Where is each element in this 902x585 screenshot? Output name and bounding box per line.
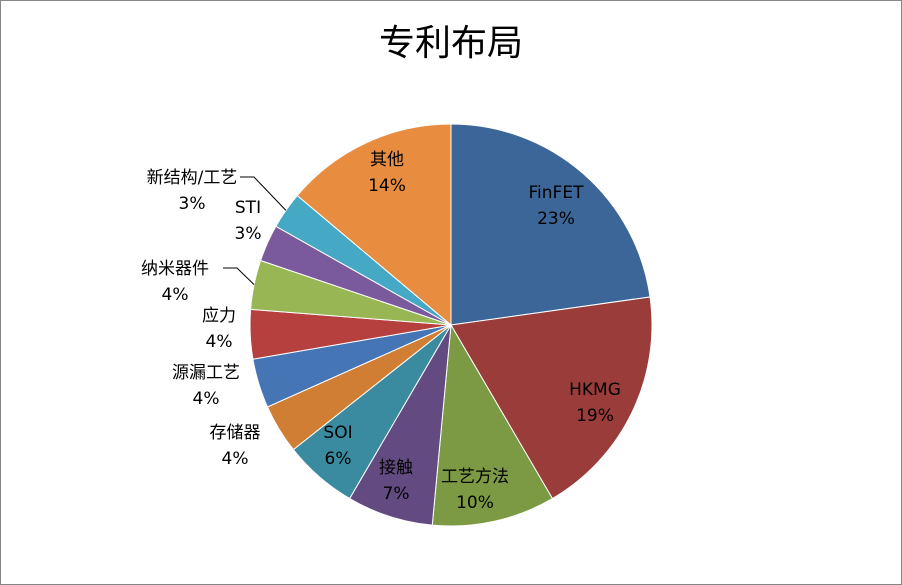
slice-label-name: 源漏工艺 [172, 363, 240, 383]
slice-label-percent: 3% [235, 224, 262, 244]
slice-label-percent: 10% [456, 493, 494, 513]
slice-label-percent: 7% [383, 484, 410, 504]
slice-label-name: SOI [323, 423, 352, 443]
slice-label-percent: 14% [368, 176, 406, 196]
slice-label-percent: 23% [537, 209, 575, 229]
pie-slice-11 [296, 123, 452, 327]
slice-label-name: FinFET [529, 183, 585, 203]
slice-label-percent: 19% [576, 406, 614, 426]
slice-label-percent: 6% [325, 449, 352, 469]
slice-label-name: 存储器 [210, 423, 261, 443]
slice-label-name: HKMG [569, 380, 621, 400]
slice-label-name: STI [235, 198, 261, 218]
slice-label-name: 其他 [370, 150, 404, 170]
slice-label-percent: 3% [179, 194, 206, 214]
pie-slice-0 [450, 123, 651, 326]
slice-label-name: 应力 [202, 306, 236, 326]
pie-slice-2 [431, 323, 554, 527]
leader-line [240, 176, 287, 211]
chart-title: 专利布局 [378, 23, 523, 64]
slice-label-name: 纳米器件 [141, 259, 209, 279]
slice-label-percent: 4% [193, 389, 220, 409]
slice-label-name: 工艺方法 [441, 467, 509, 487]
pie-slice-1 [450, 296, 653, 500]
slice-label-name: 新结构/工艺 [147, 168, 238, 188]
slice-label-percent: 4% [222, 449, 249, 469]
slice-label-percent: 4% [206, 332, 233, 352]
leader-line [223, 267, 255, 285]
slice-label-name: 接触 [379, 458, 413, 478]
slice-label-percent: 4% [162, 285, 189, 305]
